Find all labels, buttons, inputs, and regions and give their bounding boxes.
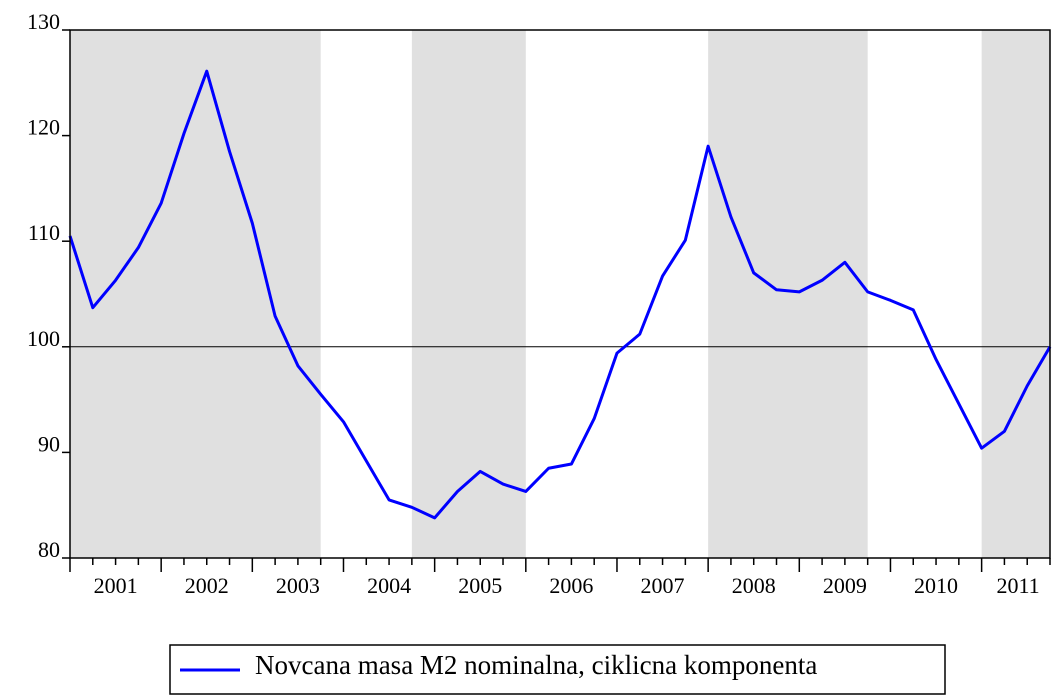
x-tick-label: 2002 bbox=[185, 573, 229, 598]
x-tick-label: 2011 bbox=[996, 573, 1039, 598]
shaded-period bbox=[981, 30, 1050, 558]
shaded-period bbox=[70, 30, 321, 558]
y-tick-label: 90 bbox=[38, 431, 60, 456]
shaded-period bbox=[411, 30, 526, 558]
x-tick-label: 2010 bbox=[914, 573, 958, 598]
legend-box bbox=[169, 644, 946, 695]
x-tick-label: 2001 bbox=[94, 573, 138, 598]
y-tick-label: 120 bbox=[27, 115, 60, 140]
y-tick-label: 100 bbox=[27, 326, 60, 351]
data-line bbox=[68, 69, 1052, 520]
x-tick-label: 2009 bbox=[823, 573, 867, 598]
y-tick-label: 130 bbox=[27, 9, 60, 34]
plot-frame bbox=[69, 29, 1051, 559]
x-tick-label: 2003 bbox=[276, 573, 320, 598]
shaded-period bbox=[708, 30, 868, 558]
x-tick-label: 2005 bbox=[458, 573, 502, 598]
x-tick-label: 2004 bbox=[367, 573, 411, 598]
y-tick-label: 80 bbox=[38, 537, 60, 562]
legend-label: Novcana masa M2 nominalna, ciklicna komp… bbox=[255, 650, 817, 680]
x-tick-label: 2007 bbox=[641, 573, 685, 598]
x-tick-label: 2006 bbox=[549, 573, 593, 598]
y-tick-label: 110 bbox=[28, 220, 60, 245]
x-tick-label: 2008 bbox=[732, 573, 776, 598]
